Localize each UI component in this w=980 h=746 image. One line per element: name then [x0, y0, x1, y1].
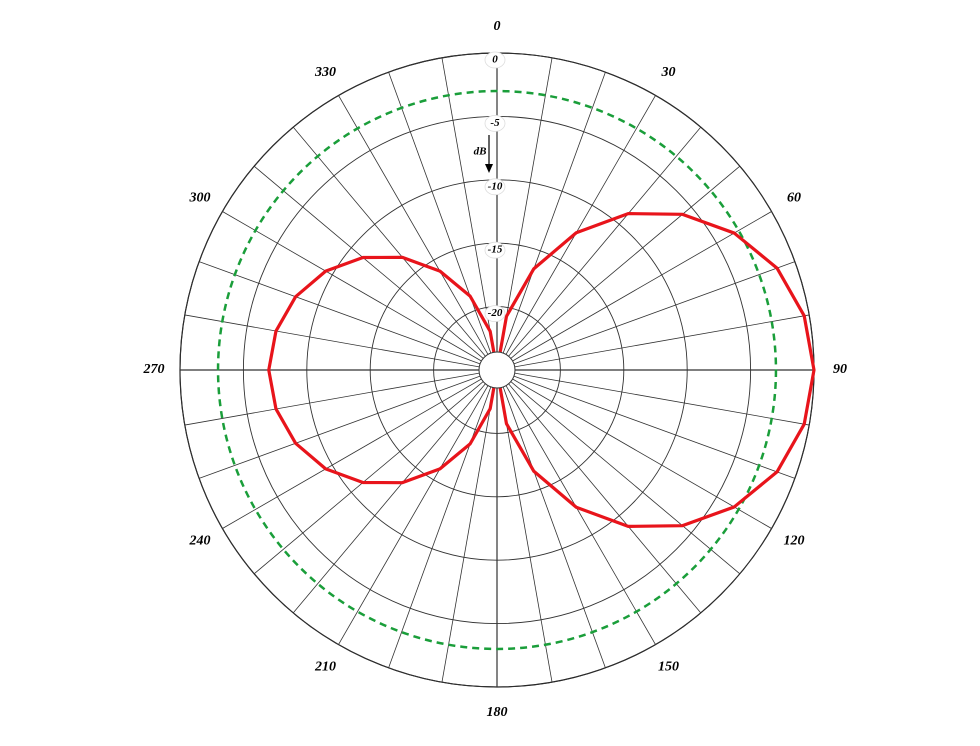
radial-line	[388, 71, 492, 354]
radial-line	[292, 383, 486, 614]
angle-label: 120	[784, 534, 805, 549]
angle-label: 60	[787, 191, 801, 206]
radial-line	[222, 378, 482, 529]
marks	[216, 89, 816, 651]
radial-line	[499, 387, 553, 683]
radial-line	[510, 381, 741, 575]
radial-line	[508, 383, 702, 614]
angle-label: 270	[143, 362, 165, 377]
angle-label: 330	[314, 65, 336, 80]
angle-label: 240	[188, 534, 210, 549]
r-label-bg	[484, 178, 506, 196]
radial-line	[499, 57, 553, 353]
radial-line	[505, 385, 656, 645]
radial-line	[388, 386, 492, 669]
angle-label: 30	[661, 65, 676, 80]
r-tick-label: -15	[488, 244, 503, 256]
radial-line	[441, 387, 495, 683]
radial-line	[505, 95, 656, 355]
angle-label: 210	[314, 659, 336, 674]
angle-label: 300	[188, 191, 210, 206]
radial-line	[441, 57, 495, 353]
r-tick-label: -20	[488, 307, 503, 319]
radial-line	[513, 261, 796, 365]
radial-line	[253, 381, 484, 575]
radial-line	[184, 372, 480, 426]
angle-label: 150	[658, 659, 679, 674]
center-hole	[478, 351, 516, 389]
angle-label: 180	[487, 705, 508, 720]
radial-line	[512, 378, 772, 529]
radial-line	[253, 165, 484, 359]
radial-line	[512, 211, 772, 362]
radial-line	[338, 95, 489, 355]
angle-label: 90	[833, 362, 847, 377]
radial-line	[502, 71, 606, 354]
r-label-bg	[484, 51, 506, 69]
r-unit: dB	[474, 146, 487, 158]
angle-label: 0	[494, 19, 501, 34]
radial-line	[198, 261, 481, 365]
labels: 0 30 60 90 120 150 180 210 240 270 300 330 0 -5 -10 -15…	[143, 19, 848, 720]
radial-line	[508, 126, 702, 357]
reference-circle	[216, 89, 778, 651]
radial-line	[222, 211, 482, 362]
radial-line	[198, 375, 481, 479]
radial-line	[292, 126, 486, 357]
radial-line	[514, 314, 810, 368]
unit-arrowhead	[485, 164, 493, 173]
radial-line	[338, 385, 489, 645]
r-label-bg	[484, 115, 506, 132]
radial-line	[513, 375, 796, 479]
radial-line	[502, 386, 606, 669]
r-tick-label: 0	[492, 54, 498, 66]
r-tick-label: -10	[488, 180, 503, 192]
r-label-bg	[484, 305, 506, 323]
radial-line	[514, 372, 810, 426]
radial-line	[184, 314, 480, 368]
r-tick-label: -5	[490, 117, 500, 129]
radial-line	[510, 165, 741, 359]
r-label-bg	[484, 241, 506, 259]
